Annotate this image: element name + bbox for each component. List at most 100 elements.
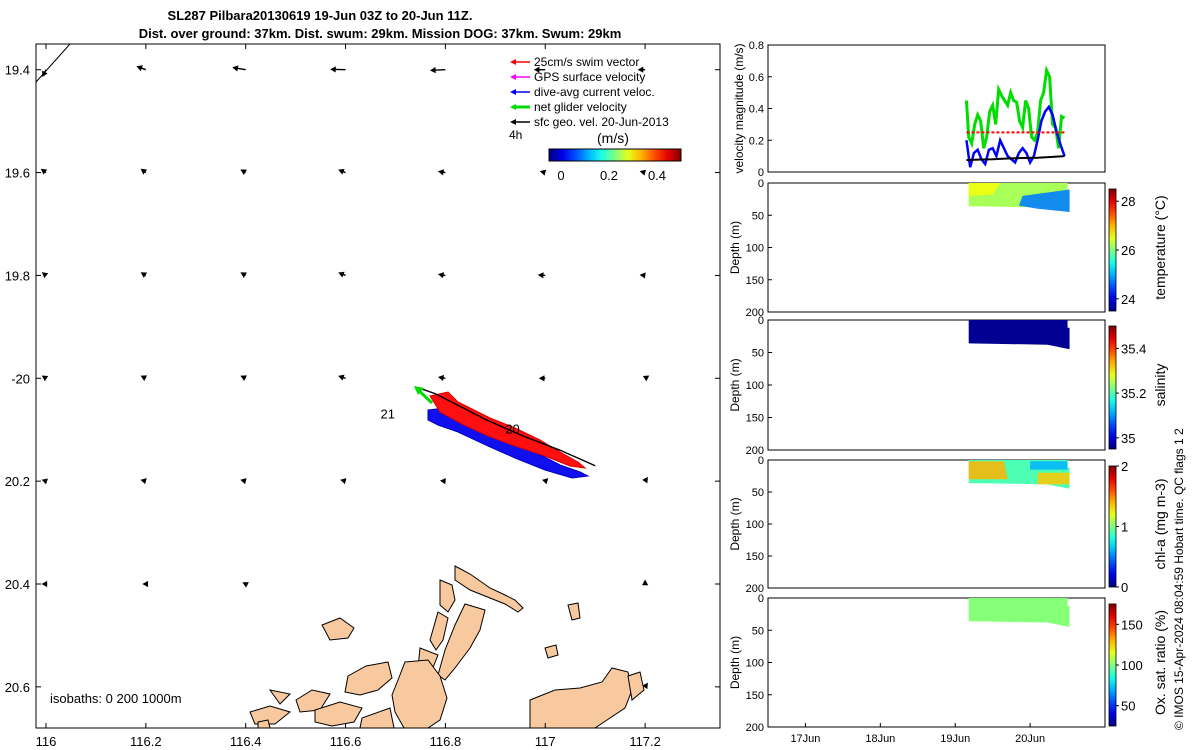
cbar-tick-label: 35.4 xyxy=(1121,341,1146,356)
profile-colorbar xyxy=(1108,603,1117,727)
legend-label: sfc geo. vel. 20-Jun-2013 xyxy=(534,115,669,129)
island xyxy=(437,603,486,681)
geo-vector-group xyxy=(40,65,650,690)
island xyxy=(627,671,645,701)
island xyxy=(359,707,395,729)
geo-vector-head xyxy=(140,168,148,175)
track-label: 21 xyxy=(380,406,394,421)
geo-vector-head xyxy=(240,169,247,175)
geo-vector-head xyxy=(642,579,649,586)
geo-vector-head xyxy=(240,478,247,485)
legend-label: net glider velocity xyxy=(534,100,627,114)
depth-tick-label: 0 xyxy=(758,593,764,605)
x-tick-label: 116 xyxy=(36,734,57,749)
profile-colorbar xyxy=(1108,465,1117,588)
cbar-tick-label: 28 xyxy=(1121,194,1135,209)
depth-tick-label: 50 xyxy=(752,210,764,222)
vel-y-tick-label: 0.2 xyxy=(749,135,764,147)
y-tick-label: -20 xyxy=(11,371,30,386)
depth-tick-label: 150 xyxy=(746,690,764,702)
legend-swatch-head xyxy=(510,89,516,95)
y-tick-label: 20.6 xyxy=(5,680,30,695)
depth-tick-label: 200 xyxy=(746,583,764,595)
x-tick-label: 117 xyxy=(535,734,556,749)
cbar-label: chl-a (mg m-3) xyxy=(1152,478,1168,569)
geo-vector-head xyxy=(639,169,646,176)
island xyxy=(454,565,524,613)
y-tick-label: 20.2 xyxy=(5,474,30,489)
depth-tick-label: 200 xyxy=(746,307,764,319)
island xyxy=(544,644,559,659)
geo-vector-head xyxy=(537,272,544,279)
velocity-series-line xyxy=(965,104,1066,168)
geo-vector-head xyxy=(41,478,48,485)
depth-ylabel: Depth (m) xyxy=(728,497,742,550)
depth-ylabel: Depth (m) xyxy=(728,358,742,411)
depth-tick-label: 50 xyxy=(752,625,764,637)
coast-line-stub xyxy=(35,43,71,83)
island xyxy=(314,701,363,727)
geo-vector-head xyxy=(639,272,646,279)
geo-vector-head xyxy=(642,682,648,690)
legend-label: GPS surface velocity xyxy=(534,70,645,84)
depth-tick-label: 0 xyxy=(758,315,764,327)
copyright-note: © IMOS 15-Apr-2024 08:04:59 Hobart time.… xyxy=(1172,428,1186,730)
legend-label: 25cm/s swim vector xyxy=(534,55,639,69)
glider-track xyxy=(420,387,596,467)
profile-chl-low xyxy=(1030,461,1068,470)
chart-title: SL287 Pilbara20130619 19-Jun 03Z to 20-J… xyxy=(167,8,473,23)
legend-swatch-head xyxy=(510,119,516,125)
chart-subtitle: Dist. over ground: 37km. Dist. swum: 29k… xyxy=(138,26,622,41)
geo-vector-head xyxy=(340,478,347,485)
depth-tick-label: 100 xyxy=(746,658,764,670)
time-tick-label: 19Jun xyxy=(940,733,970,745)
island xyxy=(439,579,456,613)
geo-vector-head xyxy=(538,375,545,382)
depth-tick-label: 100 xyxy=(746,380,764,392)
time-tick-label: 17Jun xyxy=(790,733,820,745)
legend-swatch-head xyxy=(510,104,516,110)
island xyxy=(257,719,271,729)
y-tick-label: 20.4 xyxy=(5,577,30,592)
vel-y-tick-label: 0.8 xyxy=(749,40,764,52)
geo-vector-head xyxy=(637,66,644,73)
cbar-tick-label: 1 xyxy=(1121,520,1128,535)
geo-vector-head xyxy=(240,272,247,278)
geo-vector-head xyxy=(240,375,247,381)
geo-vector-head xyxy=(338,374,345,381)
profile-chl-patch xyxy=(968,461,1008,480)
isobath-note: isobaths: 0 200 1000m xyxy=(50,691,182,706)
legend-label: dive-avg current veloc. xyxy=(534,85,655,99)
x-tick-label: 116.4 xyxy=(230,734,262,749)
geo-vector-head xyxy=(642,375,650,382)
depth-tick-label: 50 xyxy=(752,348,764,360)
depth-tick-label: 200 xyxy=(746,722,764,734)
cbar-label: Ox. sat. ratio (%) xyxy=(1152,610,1168,715)
geo-vector-head xyxy=(437,272,445,279)
y-tick-label: 19.4 xyxy=(5,63,30,78)
depth-ylabel: Depth (m) xyxy=(728,636,742,689)
y-tick-label: 19.8 xyxy=(5,268,30,283)
map-frame xyxy=(35,43,721,729)
vel-y-tick-label: 0 xyxy=(758,167,764,179)
depth-tick-label: 150 xyxy=(746,413,764,425)
cbar-tick-label: 2 xyxy=(1121,459,1128,474)
island xyxy=(529,667,633,729)
geo-vector-head xyxy=(338,271,345,278)
geo-vector-head xyxy=(642,476,648,484)
cbar-label: temperature (°C) xyxy=(1152,195,1168,299)
geo-vector-head xyxy=(330,66,336,73)
depth-tick-label: 0 xyxy=(758,455,764,467)
geo-vector-head xyxy=(542,478,549,485)
x-tick-label: 117.2 xyxy=(629,734,661,749)
profile-colorbar xyxy=(1108,325,1117,450)
net-velocity-head xyxy=(414,386,424,395)
geo-vector-head xyxy=(40,168,48,175)
depth-tick-label: 150 xyxy=(746,275,764,287)
colorbar-tick-label: 0.4 xyxy=(648,168,666,183)
depth-tick-label: 100 xyxy=(746,243,764,255)
cbar-tick-label: 50 xyxy=(1121,699,1135,714)
x-tick-label: 116.2 xyxy=(130,734,162,749)
island xyxy=(249,705,292,725)
depth-tick-label: 200 xyxy=(746,445,764,457)
